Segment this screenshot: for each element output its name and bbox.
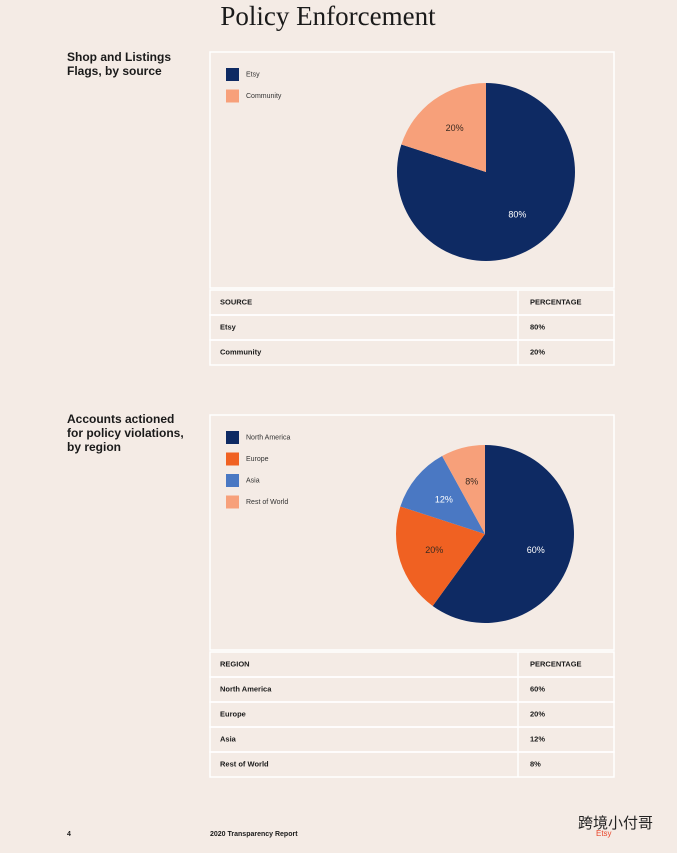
table-row [209, 701, 615, 728]
section-heading: by region [67, 440, 121, 454]
table-cell: Europe [220, 709, 246, 718]
pie-slice [396, 506, 485, 607]
table-header: PERCENTAGE [530, 659, 582, 668]
pie-slice [401, 83, 486, 172]
legend-swatch [226, 89, 239, 103]
table-cell: North America [220, 684, 272, 693]
slice-label: 20% [446, 123, 464, 133]
slice-label: 80% [508, 210, 526, 220]
table-cell: Asia [220, 734, 237, 743]
page-title: Policy Enforcement [220, 1, 436, 31]
slice-label: 12% [435, 494, 453, 504]
table-cell: Etsy [220, 322, 237, 331]
section-heading: Shop and Listings [67, 50, 171, 64]
legend-swatch [226, 452, 239, 466]
table-cell: Rest of World [220, 759, 269, 768]
table-cell: 80% [530, 322, 545, 331]
table-row [209, 314, 615, 341]
table-header: SOURCE [220, 297, 252, 306]
table-header: PERCENTAGE [530, 297, 582, 306]
footer-report: 2020 Transparency Report [210, 831, 298, 838]
table-row [209, 726, 615, 753]
table-row [209, 339, 615, 366]
section-heading: Accounts actioned [67, 412, 174, 426]
slice-label: 8% [465, 477, 478, 487]
table-row [209, 751, 615, 778]
legend-label: Europe [246, 456, 269, 463]
legend-swatch [226, 431, 239, 444]
pie-slice [400, 456, 485, 534]
legend-label: Etsy [246, 71, 260, 78]
section-heading: Flags, by source [67, 64, 162, 78]
table-header: REGION [220, 659, 250, 668]
table-cell: 60% [530, 684, 545, 693]
legend-label: Community [246, 93, 282, 100]
chart-box [209, 414, 615, 651]
legend-swatch [226, 68, 239, 81]
legend-label: North America [246, 434, 290, 441]
table-cell: Community [220, 347, 262, 356]
table-cell: 12% [530, 734, 545, 743]
chart-box [209, 51, 615, 289]
pie-slice [432, 445, 574, 623]
watermark-sub: Etsy [596, 829, 612, 838]
section-heading: for policy violations, [67, 426, 184, 440]
pie-slice [442, 445, 485, 534]
table-cell: 8% [530, 759, 541, 768]
legend-swatch [226, 495, 239, 509]
table-cell: 20% [530, 347, 545, 356]
table-cell: 20% [530, 709, 545, 718]
legend-label: Rest of World [246, 499, 288, 506]
legend-swatch [226, 474, 239, 487]
watermark: 跨境小付哥 [578, 814, 653, 832]
page-number: 4 [67, 831, 71, 838]
slice-label: 60% [527, 545, 545, 555]
legend-label: Asia [246, 477, 260, 484]
slice-label: 20% [425, 545, 443, 555]
